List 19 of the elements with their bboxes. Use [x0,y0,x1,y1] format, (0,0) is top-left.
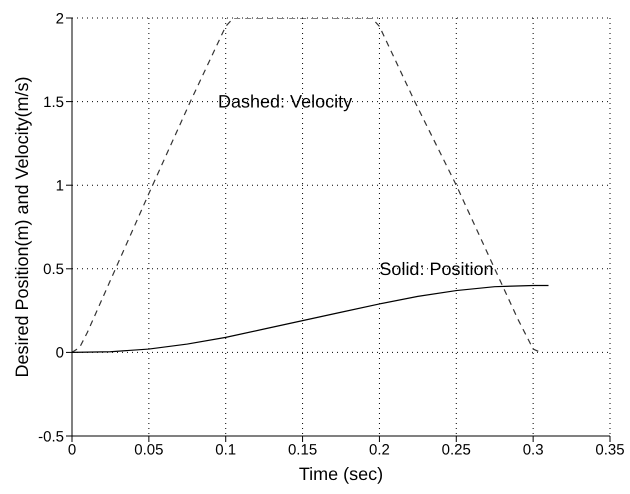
y-tick-label: 1.5 [43,94,64,111]
annotation: Dashed: Velocity [218,92,352,112]
x-tick-label: 0.15 [288,442,318,459]
x-tick-label: 0.05 [134,442,164,459]
x-tick-label: 0.25 [442,442,471,459]
y-tick-label: 2 [56,10,64,28]
annotation: Solid: Position [379,258,494,279]
x-axis-title: Time (sec) [298,464,384,484]
y-tick-label: 0.5 [43,261,64,278]
x-tick-label: 0.1 [215,442,236,459]
x-tick-label: 0 [68,442,76,459]
y-tick-label: -0.5 [38,428,64,446]
x-tick-label: 0.35 [595,442,625,459]
y-tick-label: 1 [56,178,64,195]
x-tick-label: 0.2 [369,442,390,459]
y-axis-title: Desired Position(m) and Velocity(m/s) [12,76,32,378]
line-series [72,18,542,353]
y-tick-label: 0 [56,344,64,362]
x-tick-label: 0.3 [522,442,544,459]
